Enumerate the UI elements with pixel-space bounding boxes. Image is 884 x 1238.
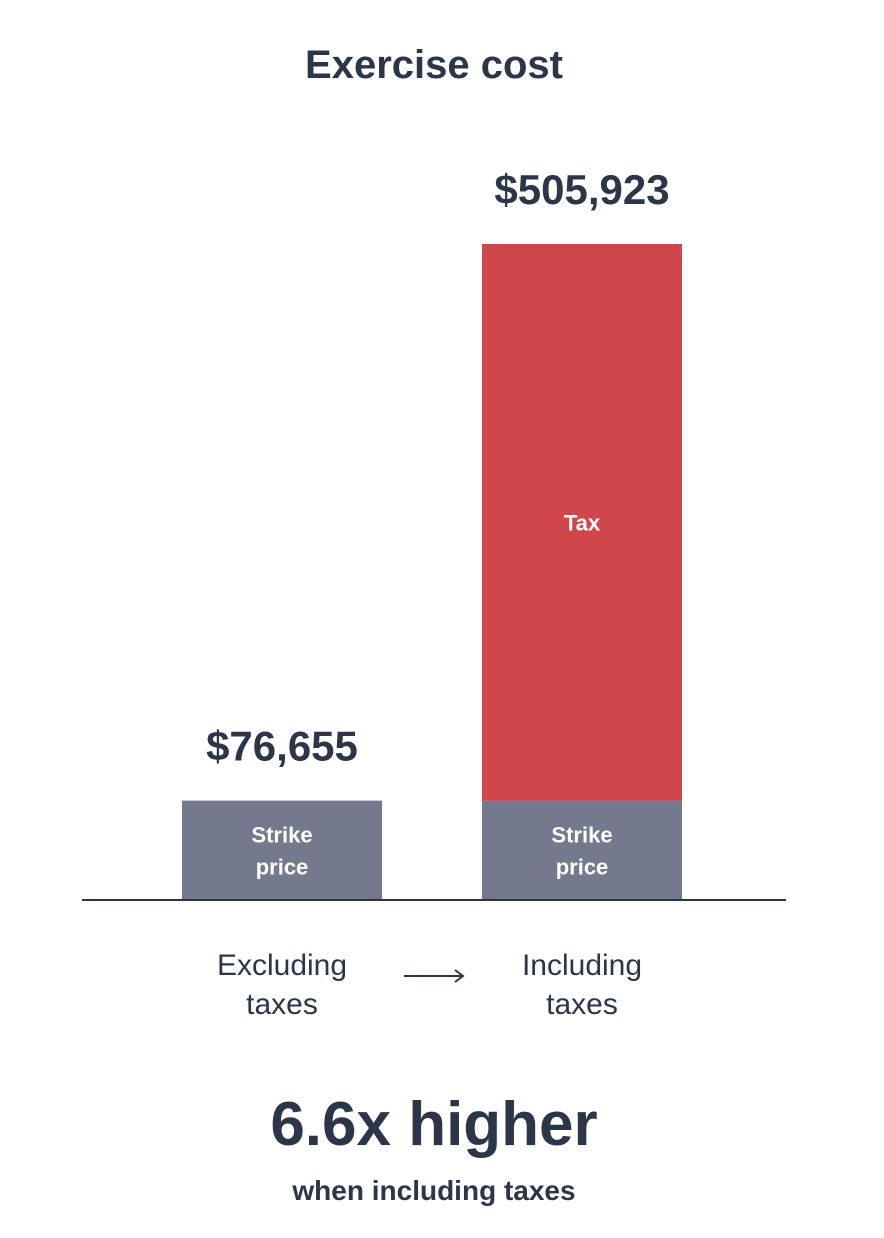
subheadline: when including taxes (291, 1175, 575, 1206)
bars-layer: Strike price $76,655 Strike price Tax $505,923 (182, 166, 682, 900)
segment-label-strike-price: Strike price (551, 822, 612, 879)
total-value-label: $505,923 (494, 166, 669, 213)
total-value-label: $76,655 (206, 723, 358, 770)
bar-segment-strike-price (482, 800, 682, 900)
chart-title: Exercise cost (305, 43, 563, 87)
bar-segment-tax (482, 244, 682, 801)
category-label: Including taxes (522, 949, 642, 1021)
arrow-right-icon (404, 969, 465, 983)
category-labels: Excluding taxes Including taxes (217, 949, 642, 1021)
category-label: Excluding taxes (217, 949, 347, 1021)
segment-label-strike-price: Strike price (251, 822, 312, 879)
bar-segment-strike-price (182, 800, 382, 900)
segment-label-tax: Tax (564, 510, 601, 535)
headline: 6.6x higher (270, 1090, 597, 1159)
